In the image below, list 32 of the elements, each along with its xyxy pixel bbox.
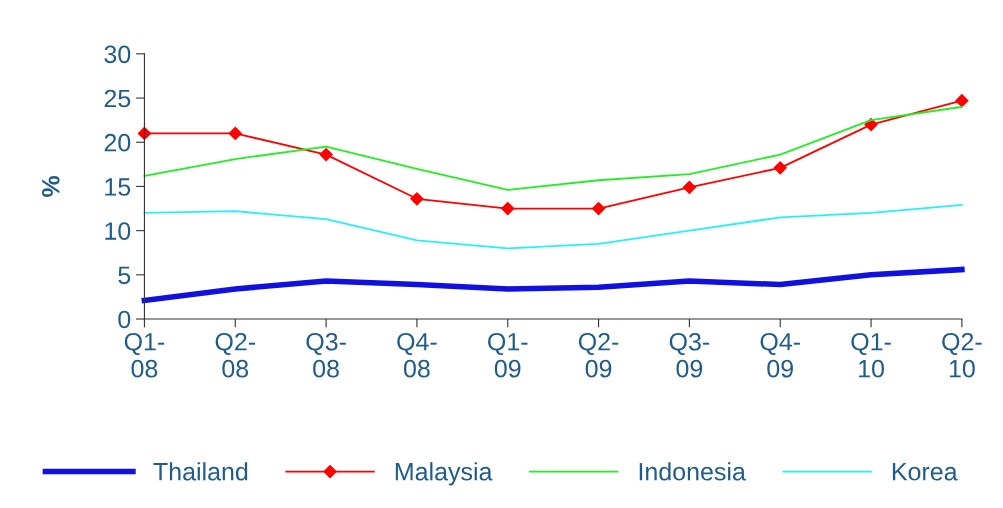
line-series: [143, 204, 963, 250]
x-tick-label: Q1- 09: [488, 332, 528, 378]
legend-label: Korea: [892, 463, 958, 481]
x-tick-label: Q3- 09: [669, 332, 710, 378]
y-tick-label: 0: [118, 310, 131, 329]
x-tick-label: Q4- 08: [397, 332, 437, 378]
point: [682, 180, 696, 194]
x-tick-label: Q2- 08: [215, 332, 255, 378]
x-tick-label: Q2- 10: [942, 332, 982, 378]
y-tick-label: 5: [118, 266, 131, 285]
point: [319, 148, 333, 162]
point: [410, 192, 424, 206]
legend-label: Thailand: [153, 462, 248, 481]
legend-label: Malaysia: [395, 462, 493, 486]
point: [773, 161, 787, 175]
x-tick-label: Q4- 09: [760, 332, 800, 378]
y-axis-title: %: [41, 175, 60, 197]
x-tick-label: Q3- 08: [306, 332, 346, 378]
point: [501, 201, 515, 216]
y-tick-label: 25: [104, 89, 131, 108]
x-tick-label: Q1- 08: [124, 332, 165, 378]
point: [591, 201, 606, 216]
point: [955, 94, 969, 108]
y-tick-label: 20: [104, 133, 131, 152]
x-tick-label: Q2- 09: [578, 332, 619, 378]
y-tick-label: 30: [104, 45, 131, 64]
point: [864, 117, 878, 132]
point: [228, 126, 242, 140]
x-tick-label: Q1- 10: [851, 332, 891, 378]
legend-label: Indonesia: [639, 462, 746, 481]
y-tick-label: 10: [105, 222, 131, 240]
y-tick-label: 15: [105, 178, 131, 196]
